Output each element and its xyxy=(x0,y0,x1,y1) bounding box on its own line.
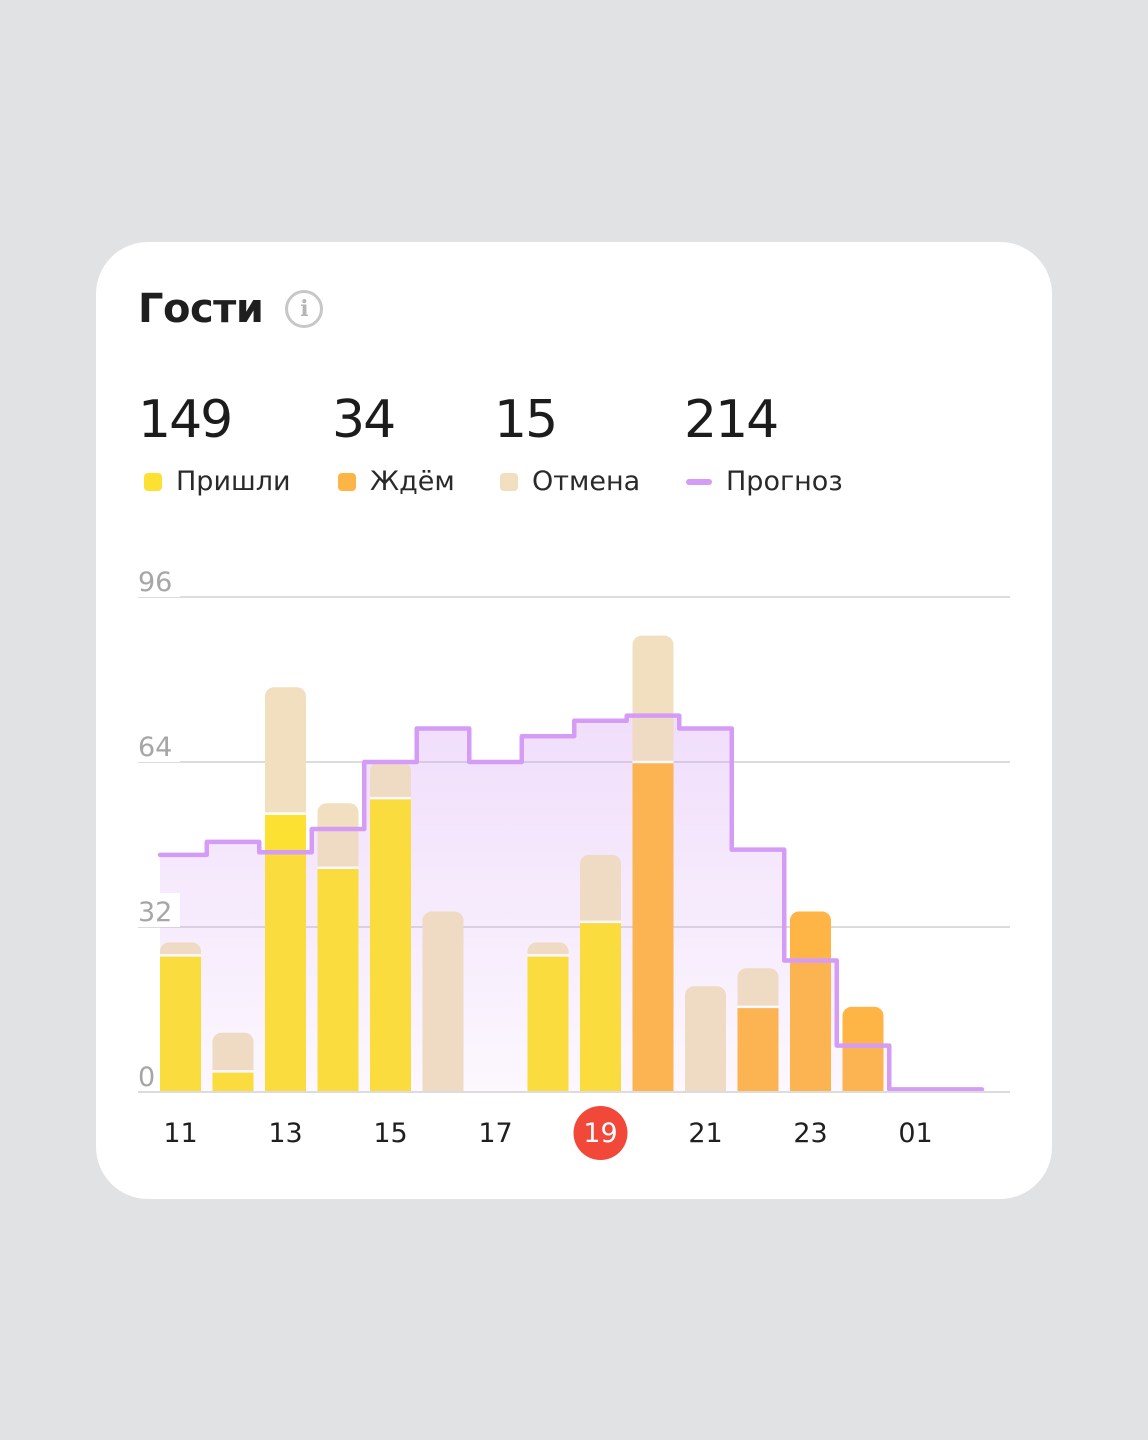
stat-value: 149 xyxy=(138,390,233,450)
x-tick-label: 13 xyxy=(268,1118,302,1149)
bar-arrived xyxy=(160,955,201,1092)
guests-chart: 0 32 64 96 11 13 15 17 19 21 23 01 xyxy=(136,563,1010,1160)
stat-forecast: 214 Прогноз xyxy=(684,394,843,497)
x-tick-label: 23 xyxy=(793,1118,827,1149)
x-tick-label: 21 xyxy=(688,1118,722,1149)
bar-arrived xyxy=(317,867,359,1092)
legend-arrived[interactable]: Пришли xyxy=(138,466,291,497)
legend-swatch-arrived xyxy=(144,472,162,491)
info-icon[interactable]: i xyxy=(285,290,324,328)
y-tick-label: 0 xyxy=(138,1062,155,1093)
x-tick-label: 11 xyxy=(163,1118,197,1149)
y-tick-label: 96 xyxy=(138,567,172,598)
x-tick-labels: 11 13 15 17 19 21 23 01 xyxy=(163,1106,933,1160)
x-tick-label: 15 xyxy=(373,1118,407,1149)
bar-group xyxy=(632,635,674,1092)
bar-group xyxy=(737,968,779,1092)
bar-group xyxy=(422,911,464,1092)
y-tick-bg xyxy=(136,728,180,762)
legend-swatch-cancel xyxy=(500,472,518,491)
legend-forecast[interactable]: Прогноз xyxy=(684,466,843,497)
bar-waiting xyxy=(632,762,674,1092)
legend-label: Пришли xyxy=(176,466,291,497)
bar-group xyxy=(212,1032,254,1092)
legend-cancel[interactable]: Отмена xyxy=(494,466,640,497)
forecast-line xyxy=(157,713,985,1092)
legend-label: Отмена xyxy=(532,466,641,497)
x-tick-label: 01 xyxy=(898,1118,932,1149)
bar-waiting xyxy=(790,911,831,1092)
y-tick-bg xyxy=(136,893,180,927)
stat-cancel: 15 Отмена xyxy=(494,394,640,497)
card-title: Гости xyxy=(138,286,264,332)
legend-label: Ждём xyxy=(370,466,455,497)
bar-waiting xyxy=(842,1006,884,1092)
y-tick-label: 64 xyxy=(138,732,172,763)
bar-group xyxy=(790,911,831,1092)
bars xyxy=(160,635,884,1092)
bar-group xyxy=(685,986,726,1092)
bar-group xyxy=(580,854,621,1092)
bar-waiting xyxy=(737,1006,779,1092)
x-tick-label: 17 xyxy=(478,1118,512,1149)
bar-cancel xyxy=(685,986,726,1092)
legend-label: Прогноз xyxy=(726,466,843,497)
legend-swatch-waiting xyxy=(338,472,356,491)
stat-value: 34 xyxy=(332,390,396,450)
y-tick-label: 32 xyxy=(138,897,172,928)
bar-group xyxy=(265,687,306,1092)
bar-group xyxy=(842,1006,884,1092)
stat-arrived: 149 Пришли xyxy=(138,394,291,497)
bar-group xyxy=(527,942,569,1092)
y-tick-bg xyxy=(136,563,180,597)
bar-group xyxy=(160,942,201,1092)
stat-waiting: 34 Ждём xyxy=(332,394,455,497)
bar-arrived xyxy=(212,1071,254,1092)
stat-value: 15 xyxy=(494,390,558,450)
bar-arrived xyxy=(265,813,306,1092)
card-header: Гости i xyxy=(138,286,324,332)
bar-cancel xyxy=(422,911,464,1092)
bar-group xyxy=(317,803,359,1092)
x-tick-label: 19 xyxy=(583,1118,617,1149)
bar-group xyxy=(370,762,411,1092)
guests-card: Гости i 149 Пришли 34 Ждём 15 Отмена 214… xyxy=(96,242,1052,1199)
bar-arrived xyxy=(370,798,411,1092)
legend-swatch-forecast xyxy=(686,478,712,485)
legend-waiting[interactable]: Ждём xyxy=(332,466,455,497)
x-tick-highlight xyxy=(573,1106,628,1160)
stat-value: 214 xyxy=(684,390,779,450)
bar-arrived xyxy=(580,921,621,1092)
bar-arrived xyxy=(527,955,569,1092)
y-tick-labels: 0 32 64 96 xyxy=(136,563,180,1093)
